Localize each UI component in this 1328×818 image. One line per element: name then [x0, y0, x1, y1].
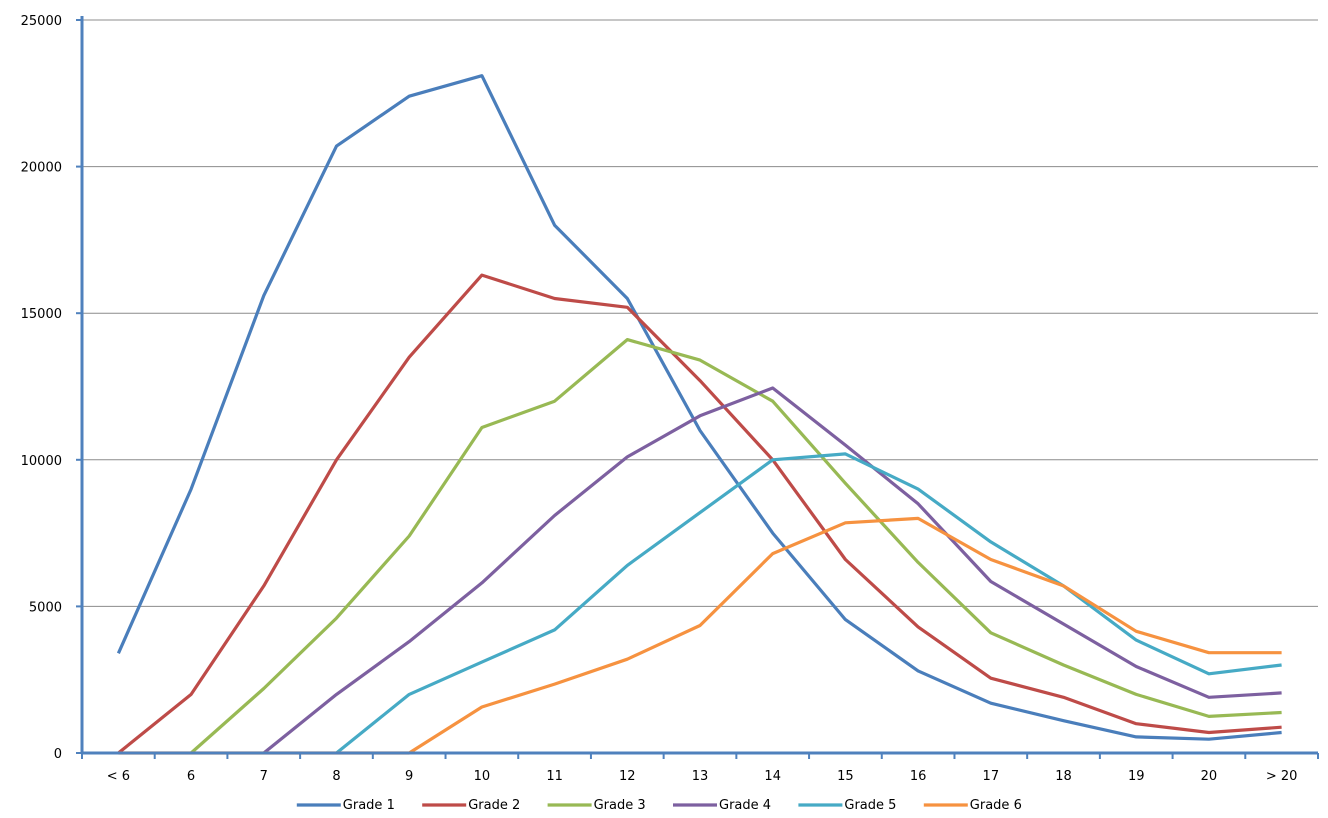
legend-label: Grade 5 [844, 798, 896, 813]
y-tick-label: 15000 [21, 307, 62, 322]
x-tick-label: 9 [405, 769, 413, 784]
axes [76, 16, 1319, 759]
y-tick-label: 0 [54, 747, 62, 762]
x-tick-label: 15 [837, 769, 854, 784]
x-tick-label: 18 [1055, 769, 1072, 784]
y-tick-label: 20000 [21, 161, 62, 176]
legend: Grade 1 Grade 2 Grade 3 Grade 4 Grade 5 Grade… [296, 798, 1022, 813]
x-tick-label: 12 [619, 769, 636, 784]
y-axis-tick-labels: 0 5000 10000 15000 20000 25000 [21, 14, 62, 762]
legend-label: Grade 3 [594, 798, 646, 813]
x-tick-label: 13 [692, 769, 709, 784]
x-tick-label: < 6 [107, 769, 130, 784]
y-tick-label: 5000 [29, 600, 62, 615]
x-tick-label: 19 [1128, 769, 1145, 784]
x-tick-label: 6 [187, 769, 195, 784]
x-tick-label: 10 [474, 769, 491, 784]
x-tick-label: 8 [332, 769, 340, 784]
legend-item-grade-6: Grade 6 [923, 798, 1022, 813]
legend-item-grade-1: Grade 1 [296, 798, 395, 813]
legend-item-grade-3: Grade 3 [547, 798, 646, 813]
x-tick-label: > 20 [1266, 769, 1298, 784]
legend-item-grade-2: Grade 2 [422, 798, 520, 813]
grade-4-line [262, 386, 1282, 755]
grade-1-line [116, 74, 1282, 741]
x-axis-tick-labels: < 6 6 7 8 9 10 11 12 13 14 15 16 17 18 19 20 > 20 [107, 769, 1298, 784]
gridlines [82, 19, 1318, 607]
x-tick-label: 17 [983, 769, 1000, 784]
grade-2-line [117, 273, 1282, 755]
y-tick-label: 25000 [21, 14, 62, 29]
legend-label: Grade 4 [719, 798, 771, 813]
legend-label: Grade 2 [468, 798, 520, 813]
grade-5-line [335, 452, 1282, 755]
x-tick-label: 16 [910, 769, 927, 784]
x-tick-label: 14 [764, 769, 781, 784]
grade-3-line [190, 338, 1282, 755]
x-tick-label: 7 [260, 769, 268, 784]
x-tick-label: 20 [1201, 769, 1218, 784]
y-tick-label: 10000 [21, 454, 62, 469]
legend-item-grade-5: Grade 5 [798, 798, 896, 813]
x-tick-label: 11 [546, 769, 563, 784]
legend-label: Grade 1 [343, 798, 395, 813]
grade-6-line [118, 516, 1282, 755]
series-lines [116, 74, 1282, 755]
legend-label: Grade 6 [970, 798, 1022, 813]
legend-item-grade-4: Grade 4 [673, 798, 771, 813]
